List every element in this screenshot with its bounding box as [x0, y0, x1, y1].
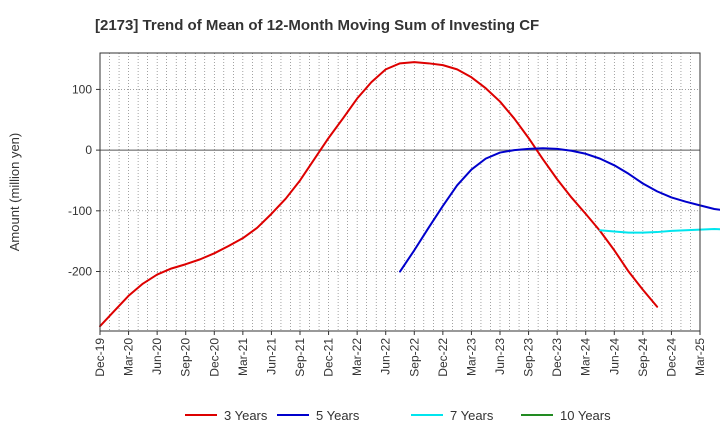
series-line-3-years [99, 61, 659, 328]
series-line-5-years [399, 147, 720, 273]
y-tick-label: -200 [68, 265, 92, 279]
x-axis-ticks: Dec-19 Mar-20 Jun-20 Sep-20 Dec-20 Mar-21 Jun-… [93, 331, 707, 377]
grid [100, 53, 700, 331]
y-axis-ticks: 100 0 -100 -200 [68, 82, 100, 279]
x-tick-label: Jun-21 [264, 338, 278, 375]
y-tick-label: 0 [85, 143, 92, 157]
legend-label: 7 Years [450, 408, 494, 423]
x-tick-label: Sep-20 [179, 338, 193, 377]
x-tick-label: Jun-22 [379, 338, 393, 375]
x-tick-label: Jun-20 [150, 338, 164, 375]
series-group [99, 61, 720, 328]
x-tick-label: Dec-23 [550, 338, 564, 377]
chart-title: [2173] Trend of Mean of 12-Month Moving … [95, 17, 539, 34]
legend: 3 Years 5 Years 7 Years 10 Years [185, 408, 611, 423]
x-tick-label: Mar-24 [579, 338, 593, 376]
x-tick-label: Mar-20 [122, 338, 136, 376]
plot-area [100, 53, 700, 331]
x-tick-label: Sep-23 [522, 338, 536, 377]
x-tick-label: Mar-25 [693, 338, 707, 376]
y-axis-label: Amount (million yen) [7, 133, 22, 252]
x-tick-label: Mar-21 [236, 338, 250, 376]
x-tick-label: Dec-20 [207, 338, 221, 377]
x-tick-label: Mar-22 [350, 338, 364, 376]
x-tick-label: Jun-24 [607, 338, 621, 375]
y-tick-label: -100 [68, 204, 92, 218]
x-tick-label: Sep-24 [636, 338, 650, 377]
x-tick-label: Sep-22 [407, 338, 421, 377]
x-tick-label: Jun-23 [493, 338, 507, 375]
legend-label: 5 Years [316, 408, 360, 423]
x-tick-label: Dec-24 [664, 338, 678, 377]
y-tick-label: 100 [72, 82, 92, 96]
plot-border [99, 52, 701, 332]
x-tick-label: Mar-23 [464, 338, 478, 376]
legend-label: 10 Years [560, 408, 611, 423]
x-tick-label: Sep-21 [293, 338, 307, 377]
x-tick-label: Dec-22 [436, 338, 450, 377]
legend-label: 3 Years [224, 408, 268, 423]
series-line-7-years [599, 228, 720, 234]
x-tick-label: Dec-19 [93, 338, 107, 377]
x-tick-label: Dec-21 [322, 338, 336, 377]
